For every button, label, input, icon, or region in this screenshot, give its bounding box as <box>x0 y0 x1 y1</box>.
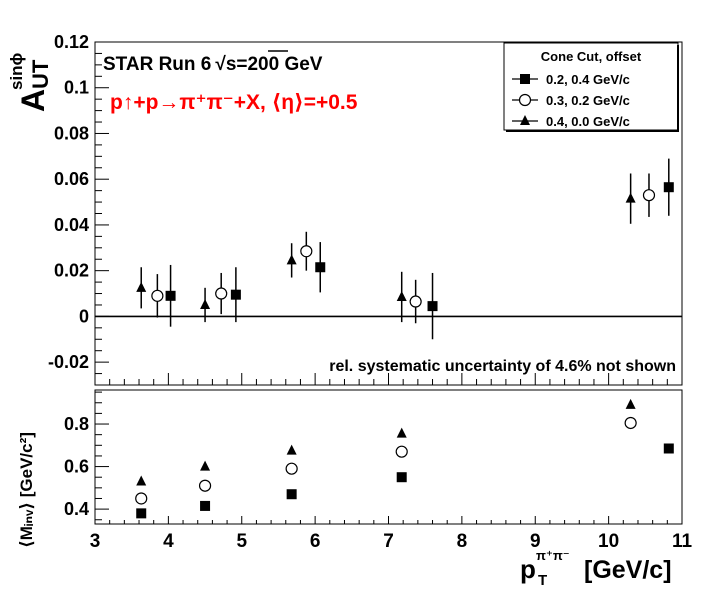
x-tick-label: 5 <box>236 531 247 552</box>
data-point-1 <box>315 262 326 273</box>
legend-marker-3 <box>520 115 530 125</box>
data-point-3 <box>625 192 636 203</box>
svg-text:[GeV/c]: [GeV/c] <box>584 556 672 584</box>
svg-text:A: A <box>15 89 51 112</box>
x-tick-label: 9 <box>530 531 541 552</box>
mass-point-2 <box>285 462 298 475</box>
top-y-tick-label: 0.02 <box>54 261 89 281</box>
bottom-axes: 3 4 5 6 7 8 9 10 11 0.4 0.6 0.8 <box>64 391 693 552</box>
data-point-2 <box>409 295 422 308</box>
svg-text:p: p <box>520 554 536 584</box>
mass-point-3 <box>286 444 297 455</box>
svg-text:π⁺π⁻: π⁺π⁻ <box>536 548 570 563</box>
svg-text:sinϕ: sinϕ <box>7 52 26 90</box>
data-point-2 <box>151 289 164 302</box>
mass-point-1 <box>286 489 297 500</box>
data-point-2 <box>642 189 656 202</box>
legend-box <box>503 42 679 131</box>
mass-point-1 <box>663 443 674 454</box>
mass-point-3 <box>625 398 636 409</box>
bottom-y-tick-label: 0.6 <box>64 457 89 477</box>
top-axes: -0.02 0 0.02 0.04 0.06 0.08 0.1 0.12 <box>48 32 683 386</box>
top-y-tick-label: 0.06 <box>54 169 89 189</box>
top-y-tick-label: 0.1 <box>64 78 89 98</box>
legend-label: 0.3, 0.2 GeV/c <box>546 93 630 108</box>
data-point-1 <box>165 290 176 301</box>
data-point-3 <box>396 290 407 301</box>
x-tick-label: 4 <box>163 531 174 552</box>
bottom-y-axis-label: ⟨Mᵢₙᵥ⟩ [GeV/c²] <box>17 432 36 548</box>
top-y-tick-label: 0.08 <box>54 123 89 143</box>
top-y-tick-label: -0.02 <box>48 352 89 372</box>
x-tick-label: 3 <box>90 531 101 552</box>
top-y-tick-label: 0.04 <box>54 215 89 235</box>
mass-point-2 <box>624 416 637 430</box>
legend-label: 0.4, 0.0 GeV/c <box>546 114 630 129</box>
legend-label: 0.2, 0.4 GeV/c <box>546 72 630 87</box>
legend-rows: 0.2, 0.4 GeV/c 0.3, 0.2 GeV/c 0.4, 0.0 GeV… <box>512 72 630 129</box>
data-point-3 <box>286 254 297 265</box>
x-axis-label: p T π⁺π⁻ [GeV/c] <box>520 548 672 589</box>
bottom-y-tick-label: 0.8 <box>64 414 89 434</box>
data-point-1 <box>230 289 241 300</box>
data-point-2 <box>300 245 313 258</box>
bottom-marks <box>135 398 674 519</box>
mass-point-1 <box>200 500 211 511</box>
mass-point-3 <box>200 460 211 471</box>
data-point-1 <box>663 182 674 193</box>
legend: Cone Cut, offset 0.2, 0.4 GeV/c 0.3, 0.2 … <box>503 42 679 132</box>
x-tick-label: 11 <box>672 531 693 552</box>
x-tick-label: 7 <box>383 531 394 552</box>
process-label: p↑+p→π⁺π⁻+X, ⟨η⟩=+0.5 <box>110 91 358 114</box>
mass-point-2 <box>135 492 148 505</box>
x-tick-label: 8 <box>457 531 468 552</box>
svg-text:T: T <box>538 572 547 589</box>
x-tick-label: 10 <box>598 531 619 552</box>
top-y-axis-label: A sinϕ UT <box>7 52 53 112</box>
data-point-2 <box>215 287 228 300</box>
x-tick-label: 6 <box>310 531 321 552</box>
systematic-annotation: rel. systematic uncertainty of 4.6% not … <box>329 358 676 375</box>
mass-point-1 <box>136 508 147 519</box>
bottom-plot-frame <box>94 389 683 525</box>
top-y-tick-label: 0 <box>79 306 89 326</box>
bottom-y-tick-label: 0.4 <box>64 499 89 519</box>
legend-marker-1 <box>520 74 530 84</box>
chart-title: STAR Run 6 √s=200 GeV <box>103 54 323 75</box>
data-point-3 <box>136 281 147 292</box>
mass-point-2 <box>198 479 212 492</box>
mass-point-3 <box>396 427 407 438</box>
svg-text:⟨Mᵢₙᵥ⟩ [GeV/c²]: ⟨Mᵢₙᵥ⟩ [GeV/c²] <box>17 432 36 548</box>
top-marks <box>136 158 674 340</box>
legend-marker-2 <box>518 93 532 107</box>
legend-title: Cone Cut, offset <box>541 49 642 64</box>
mass-point-2 <box>395 445 408 458</box>
mass-point-1 <box>396 472 407 483</box>
top-y-tick-label: 0.12 <box>54 32 89 52</box>
svg-text:UT: UT <box>28 59 53 89</box>
data-point-3 <box>200 298 211 309</box>
mass-point-3 <box>136 475 147 486</box>
data-point-1 <box>427 301 438 312</box>
